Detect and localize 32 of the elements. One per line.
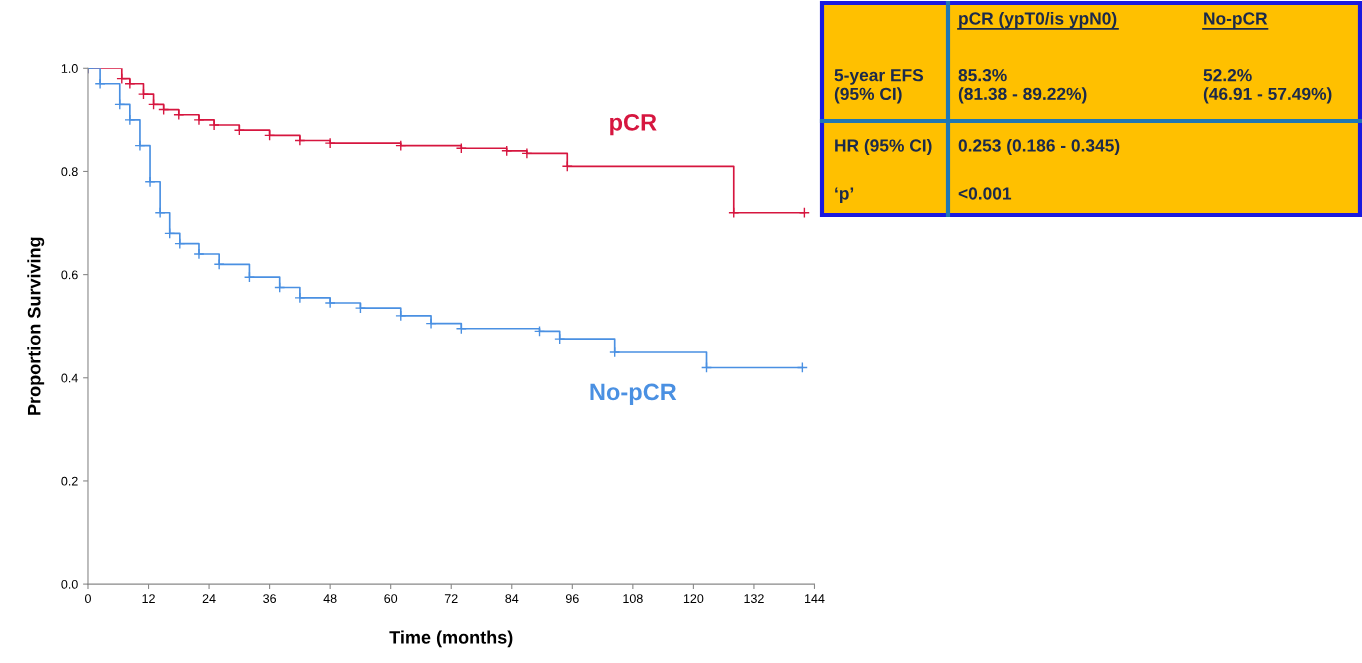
- text: <0.001: [958, 187, 1012, 200]
- x-tick-label: 36: [263, 594, 277, 604]
- text: pCR (ypT0/is ypN0): [959, 11, 1117, 29]
- text: ‘p’: [835, 187, 854, 204]
- text: 85.3% (81.38 - 89.22%): [958, 69, 1087, 104]
- x-tick-label: 132: [744, 594, 764, 604]
- y-tick-label: 1.0: [61, 64, 78, 73]
- y-axis-title: Proportion Surviving: [27, 237, 45, 415]
- y-tick-label: 0.8: [61, 167, 78, 177]
- y-tick-label: 0.4: [61, 373, 78, 383]
- text: 0.253 (0.186 - 0.345): [958, 138, 1120, 156]
- text: HR (95% CI): [835, 138, 932, 156]
- x-tick-label: 84: [505, 594, 519, 604]
- text: 52.2% (46.91 - 57.49%): [1203, 69, 1332, 104]
- y-tick-label: 0.2: [61, 476, 78, 486]
- x-tick-label: 144: [805, 594, 825, 603]
- x-tick-label: 108: [623, 594, 643, 604]
- series-label: No-pCR: [590, 383, 677, 405]
- series-label: pCR: [610, 113, 657, 136]
- y-tick-label: 0.0: [61, 579, 78, 589]
- text: No-pCR: [1204, 12, 1268, 29]
- x-tick-label: 48: [323, 594, 337, 604]
- x-tick-label: 96: [565, 594, 579, 604]
- x-axis-title: Time (months): [389, 630, 513, 648]
- x-tick-label: 72: [444, 594, 458, 603]
- y-tick-label: 0.6: [61, 270, 78, 280]
- x-tick-label: 60: [384, 594, 398, 604]
- x-tick-label: 0: [85, 594, 91, 604]
- x-tick-label: 12: [142, 594, 155, 603]
- x-tick-label: 24: [202, 594, 216, 603]
- x-tick-label: 120: [683, 594, 704, 604]
- text: 5-year EFS (95% CI): [834, 69, 924, 104]
